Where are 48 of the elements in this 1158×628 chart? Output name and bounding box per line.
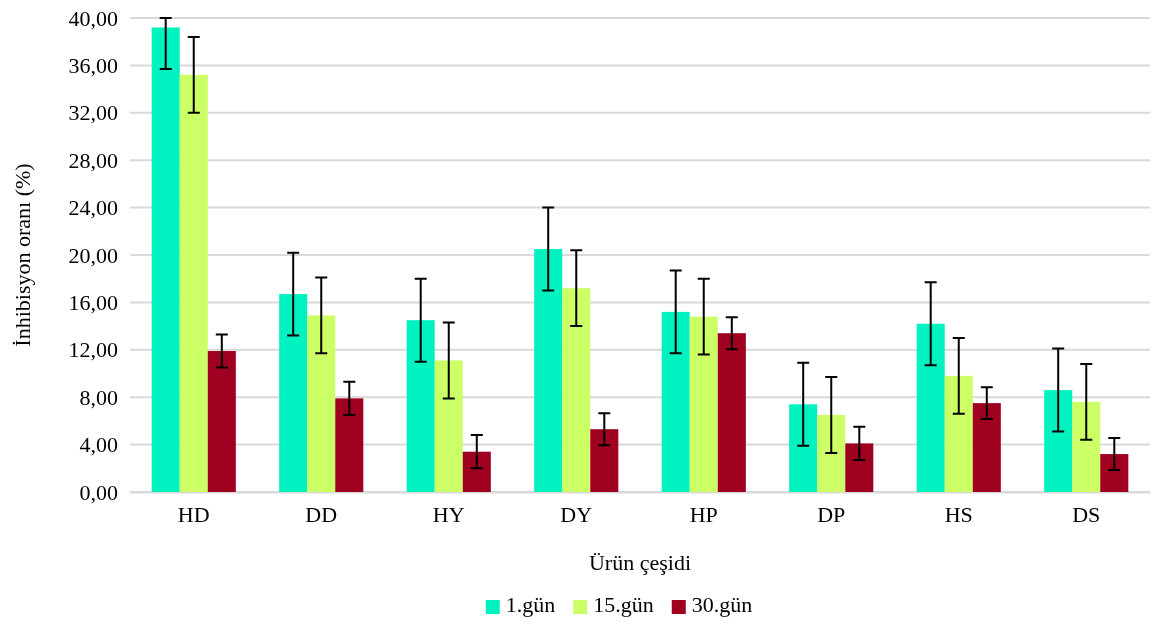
legend-label: 1.gün	[505, 592, 556, 617]
bar	[590, 429, 619, 492]
bar	[789, 404, 818, 492]
bar	[534, 249, 563, 492]
y-tick-label: 28,00	[68, 147, 118, 173]
bar	[307, 315, 336, 492]
y-tick-label: 32,00	[68, 100, 118, 126]
y-tick-label: 20,00	[68, 242, 118, 268]
bar	[817, 414, 846, 492]
legend-label: 30.gün	[691, 592, 753, 617]
y-tick-label: 24,00	[68, 195, 118, 221]
bar	[179, 74, 208, 492]
bar	[207, 350, 236, 492]
bar	[972, 403, 1001, 492]
bar	[462, 451, 491, 492]
y-tick-label: 0,00	[79, 479, 118, 505]
x-tick-label: HP	[689, 501, 718, 527]
bar	[661, 311, 690, 492]
x-axis-title: Ürün çeşidi	[588, 550, 692, 575]
y-axis-title: İnhibisyon oranı (%)	[10, 163, 35, 347]
legend-label: 15.gün	[593, 592, 654, 617]
y-tick-label: 8,00	[79, 384, 118, 410]
bar	[335, 398, 364, 492]
bar	[1044, 390, 1073, 492]
bar	[1072, 401, 1101, 492]
y-tick-label: 12,00	[68, 337, 118, 363]
bar	[845, 443, 874, 492]
bar	[944, 375, 973, 492]
bar	[406, 320, 435, 492]
bar	[151, 27, 180, 492]
x-tick-label: DD	[305, 501, 338, 527]
bar	[689, 316, 718, 492]
bar	[717, 333, 746, 492]
x-tick-label: DP	[817, 501, 846, 527]
y-tick-label: 40,00	[68, 5, 118, 31]
bar	[562, 288, 591, 492]
y-tick-label: 4,00	[79, 432, 118, 458]
bar	[434, 360, 463, 492]
x-tick-label: DY	[560, 501, 593, 527]
bar	[279, 294, 308, 492]
x-tick-label: HS	[944, 501, 973, 527]
x-tick-label: DS	[1072, 501, 1101, 527]
x-tick-label: HD	[177, 501, 210, 527]
bar	[1100, 454, 1129, 492]
y-tick-label: 36,00	[68, 52, 118, 78]
x-tick-label: HY	[432, 501, 465, 527]
bar	[916, 323, 945, 492]
y-tick-label: 16,00	[68, 289, 118, 315]
